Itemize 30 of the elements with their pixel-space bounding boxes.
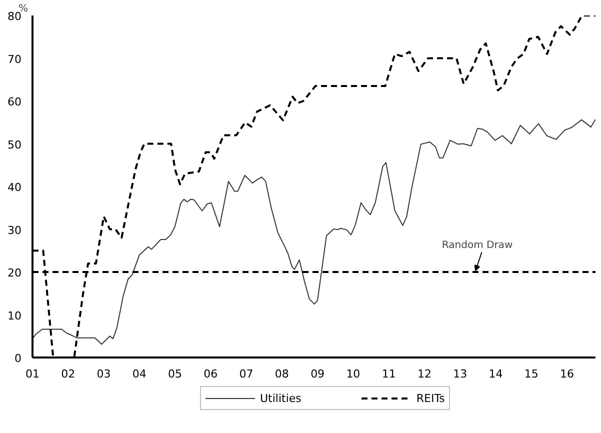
- y-tick-label: 80: [8, 10, 22, 23]
- legend-label: REITs: [416, 391, 445, 405]
- x-tick-label: 16: [560, 368, 574, 380]
- x-tick-label: 05: [168, 368, 182, 380]
- x-tick-label: 08: [274, 368, 289, 380]
- x-tick-label: 14: [488, 368, 503, 380]
- x-tick-label: 01: [26, 368, 40, 380]
- x-tick-label: 11: [382, 368, 396, 380]
- y-tick-label: 50: [8, 138, 22, 152]
- x-tick-label: 03: [96, 368, 111, 380]
- x-tick-label: 10: [346, 368, 360, 380]
- x-tick-label: 09: [310, 368, 325, 380]
- line-series: [32, 16, 596, 358]
- x-tick-label: 04: [132, 368, 146, 380]
- y-tick-label: 40: [8, 181, 22, 194]
- legend-label: Utilities: [260, 391, 302, 405]
- x-tick-label: 02: [61, 368, 76, 380]
- ref-line-label: Random Draw: [442, 240, 513, 251]
- y-tick-label: 70: [8, 52, 22, 66]
- line-series: [32, 118, 596, 345]
- y-tick-label: 20: [8, 266, 22, 280]
- x-tick-label: 12: [417, 368, 432, 380]
- x-tick-label: 07: [239, 368, 254, 380]
- y-tick-label: 0: [14, 352, 22, 365]
- x-tick-label: 06: [204, 368, 218, 380]
- y-tick-label: 30: [8, 224, 22, 237]
- y-tick-label: 10: [8, 309, 22, 322]
- x-tick-label: 15: [524, 368, 538, 380]
- y-tick-label: 60: [8, 96, 22, 108]
- x-tick-label: 13: [453, 368, 468, 380]
